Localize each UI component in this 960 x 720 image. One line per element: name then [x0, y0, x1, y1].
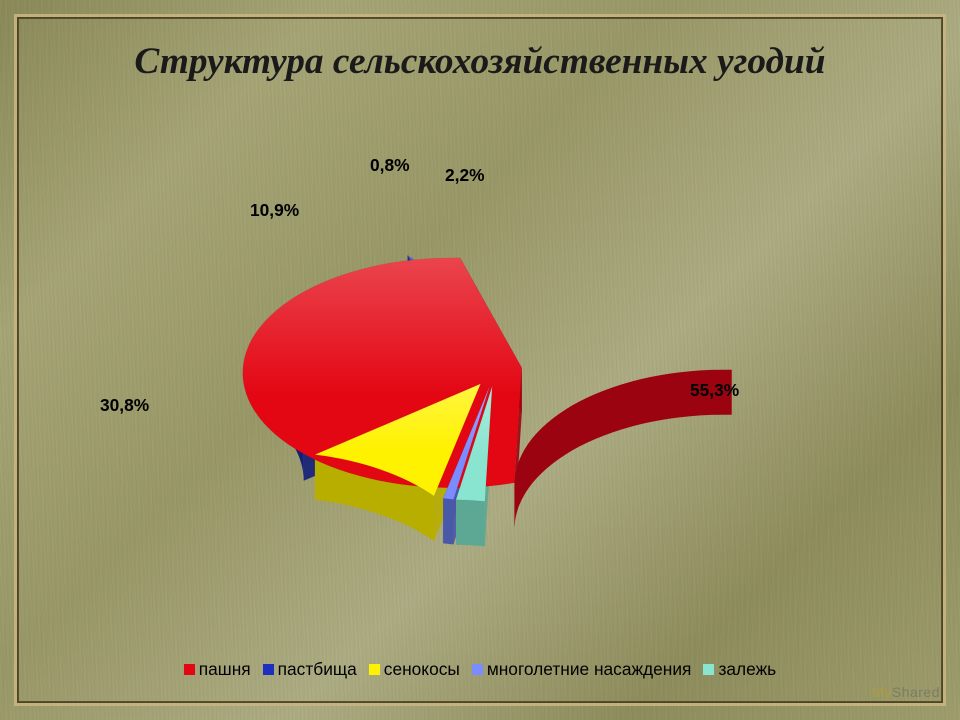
pie-chart-svg — [80, 120, 880, 590]
data-label-pashnya: 55,3% — [690, 380, 739, 401]
chart-legend: пашня пастбища сенокосы многолетние насажде… — [0, 658, 960, 680]
data-label-pastbischa: 30,8% — [100, 395, 149, 416]
slide-background: Структура сельскохозяйственных угодий 55… — [0, 0, 960, 720]
legend-label-mnogoletnie: многолетние насаждения — [487, 659, 692, 679]
legend-label-pashnya: пашня — [199, 659, 251, 679]
legend-item-pastbischa: пастбища — [263, 658, 357, 680]
legend-swatch-pashnya — [184, 664, 195, 675]
legend-item-senokosy: сенокосы — [369, 658, 460, 680]
data-label-zalezh: 2,2% — [445, 165, 485, 186]
data-label-mnogoletnie: 0,8% — [370, 155, 410, 176]
data-label-senokosy: 10,9% — [250, 200, 299, 221]
legend-swatch-mnogoletnie — [472, 664, 483, 675]
legend-swatch-pastbischa — [263, 664, 274, 675]
pie-chart: 55,3% 30,8% 10,9% 0,8% 2,2% — [80, 120, 880, 590]
legend-label-senokosy: сенокосы — [384, 659, 460, 679]
content-area: Структура сельскохозяйственных угодий 55… — [0, 0, 960, 720]
watermark-suffix: Shared — [892, 684, 940, 700]
watermark-prefix: My — [872, 684, 892, 700]
legend-label-pastbischa: пастбища — [278, 659, 357, 679]
legend-label-zalezh: залежь — [718, 659, 776, 679]
legend-swatch-zalezh — [703, 664, 714, 675]
slide-title: Структура сельскохозяйственных угодий — [0, 40, 960, 83]
watermark: MyShared — [872, 684, 940, 700]
legend-item-zalezh: залежь — [703, 658, 776, 680]
legend-swatch-senokosy — [369, 664, 380, 675]
legend-item-mnogoletnie: многолетние насаждения — [472, 658, 692, 680]
legend-item-pashnya: пашня — [184, 658, 251, 680]
